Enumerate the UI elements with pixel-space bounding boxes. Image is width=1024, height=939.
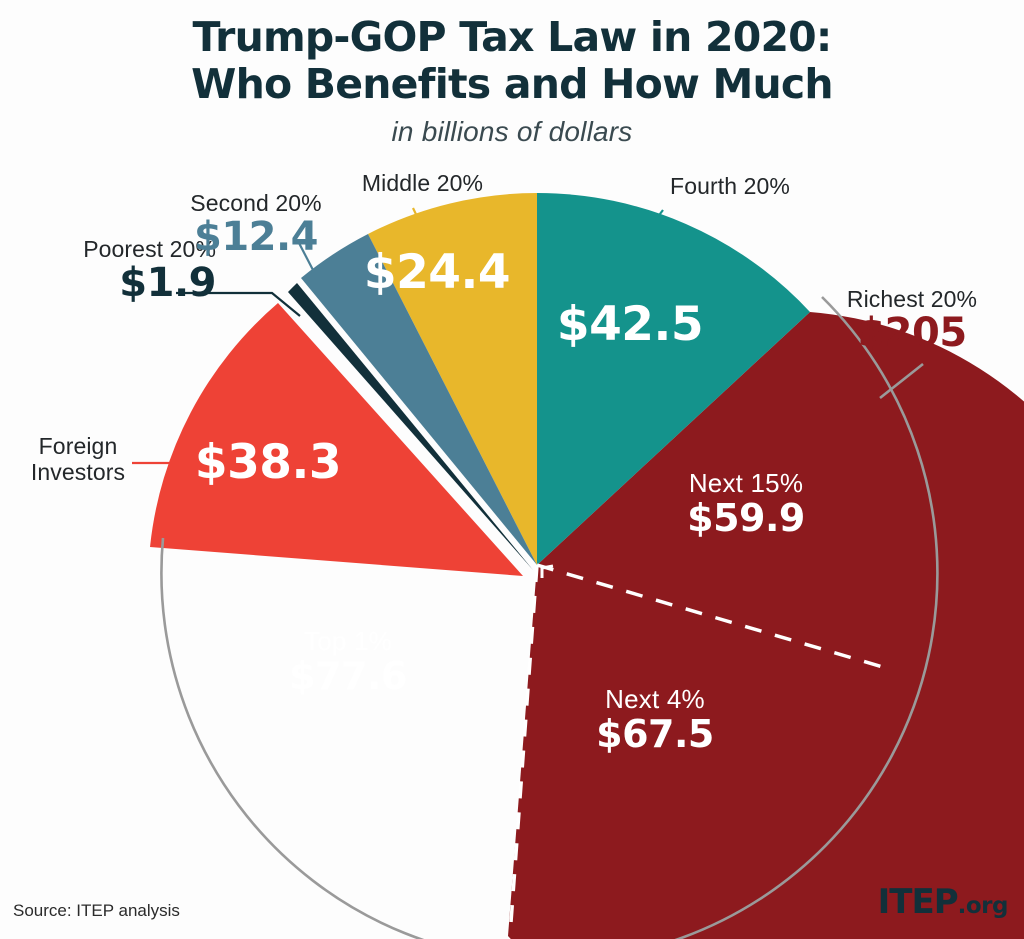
callout-fourth-20: Fourth 20% [630, 175, 830, 198]
richest-bracket-arc [160, 296, 939, 939]
source-note: Source: ITEP analysis [13, 901, 180, 920]
callout-richest-category: Richest 20% [846, 286, 978, 312]
leader-line-poorest [176, 291, 301, 317]
slice-label-next-4: Next 4% $67.5 [545, 686, 765, 753]
pie-slice-middle-20[interactable] [368, 193, 537, 565]
page-subtitle: in billions of dollars [391, 116, 633, 147]
slice-value-fourth: $42.5 [556, 297, 704, 352]
slice-label-next-15: Next 15% $59.9 [636, 470, 856, 537]
callout-poorest-value: $1.9 [119, 260, 216, 306]
pie-slice-poorest-20[interactable] [288, 283, 533, 570]
callout-poorest-category: Poorest 20% [83, 236, 216, 262]
callout-middle-category: Middle 20% [361, 170, 484, 196]
slice-value-next4: $67.5 [596, 712, 714, 756]
leader-line-second [298, 242, 328, 298]
slice-label-middle-20: $24.4 [337, 246, 537, 296]
callout-second-category: Second 20% [190, 190, 322, 216]
callout-foreign-category-line2: Investors [30, 459, 126, 485]
callout-poorest-20: Poorest 20% $1.9 [6, 236, 216, 306]
callout-richest-20: Richest 20% $205 [812, 286, 1012, 356]
slice-value-foreign: $38.3 [194, 435, 342, 490]
callout-second-20: Second 20% $12.4 [156, 190, 356, 260]
pie-slice-fourth-20[interactable] [537, 192, 810, 565]
center-tick-mark [540, 564, 554, 578]
title-block: Trump-GOP Tax Law in 2020: Who Benefits … [0, 14, 1024, 148]
callout-foreign-category-line1: Foreign [38, 433, 118, 459]
slice-category-top1: Top 1% [304, 626, 392, 656]
leader-line-middle [412, 207, 441, 266]
pie-slice-foreign-investors[interactable] [150, 303, 523, 576]
callout-foreign-investors: Foreign Investors [8, 433, 148, 485]
slice-category-next15: Next 15% [688, 468, 804, 498]
slice-category-next4: Next 4% [605, 684, 705, 714]
pie-slice-second-20[interactable] [301, 234, 537, 565]
page-title-line-1: Trump-GOP Tax Law in 2020: [192, 13, 832, 61]
pie-slice-richest-20[interactable] [508, 312, 1024, 939]
callout-second-value: $12.4 [193, 214, 319, 260]
itep-logo-mark: ITEP [877, 882, 959, 922]
itep-logo-tld: .org [957, 893, 1009, 919]
callout-richest-value: $205 [857, 310, 967, 356]
slice-value-next15: $59.9 [687, 496, 805, 540]
slice-label-fourth-20: $42.5 [515, 298, 745, 348]
slice-value-middle: $24.4 [363, 245, 511, 300]
itep-logo[interactable]: ITEP.org [877, 882, 1009, 922]
leader-line-fourth [637, 209, 664, 244]
slice-label-foreign-investors: $38.3 [138, 436, 398, 486]
callout-middle-20: Middle 20% [330, 172, 515, 195]
slice-value-top1: $77.6 [289, 654, 407, 698]
callout-fourth-category: Fourth 20% [670, 173, 790, 199]
page-title-line-2: Who Benefits and How Much [191, 60, 833, 108]
richest-bracket-pointer [879, 362, 924, 400]
slice-label-top-1: Top 1% $77.6 [228, 628, 468, 695]
